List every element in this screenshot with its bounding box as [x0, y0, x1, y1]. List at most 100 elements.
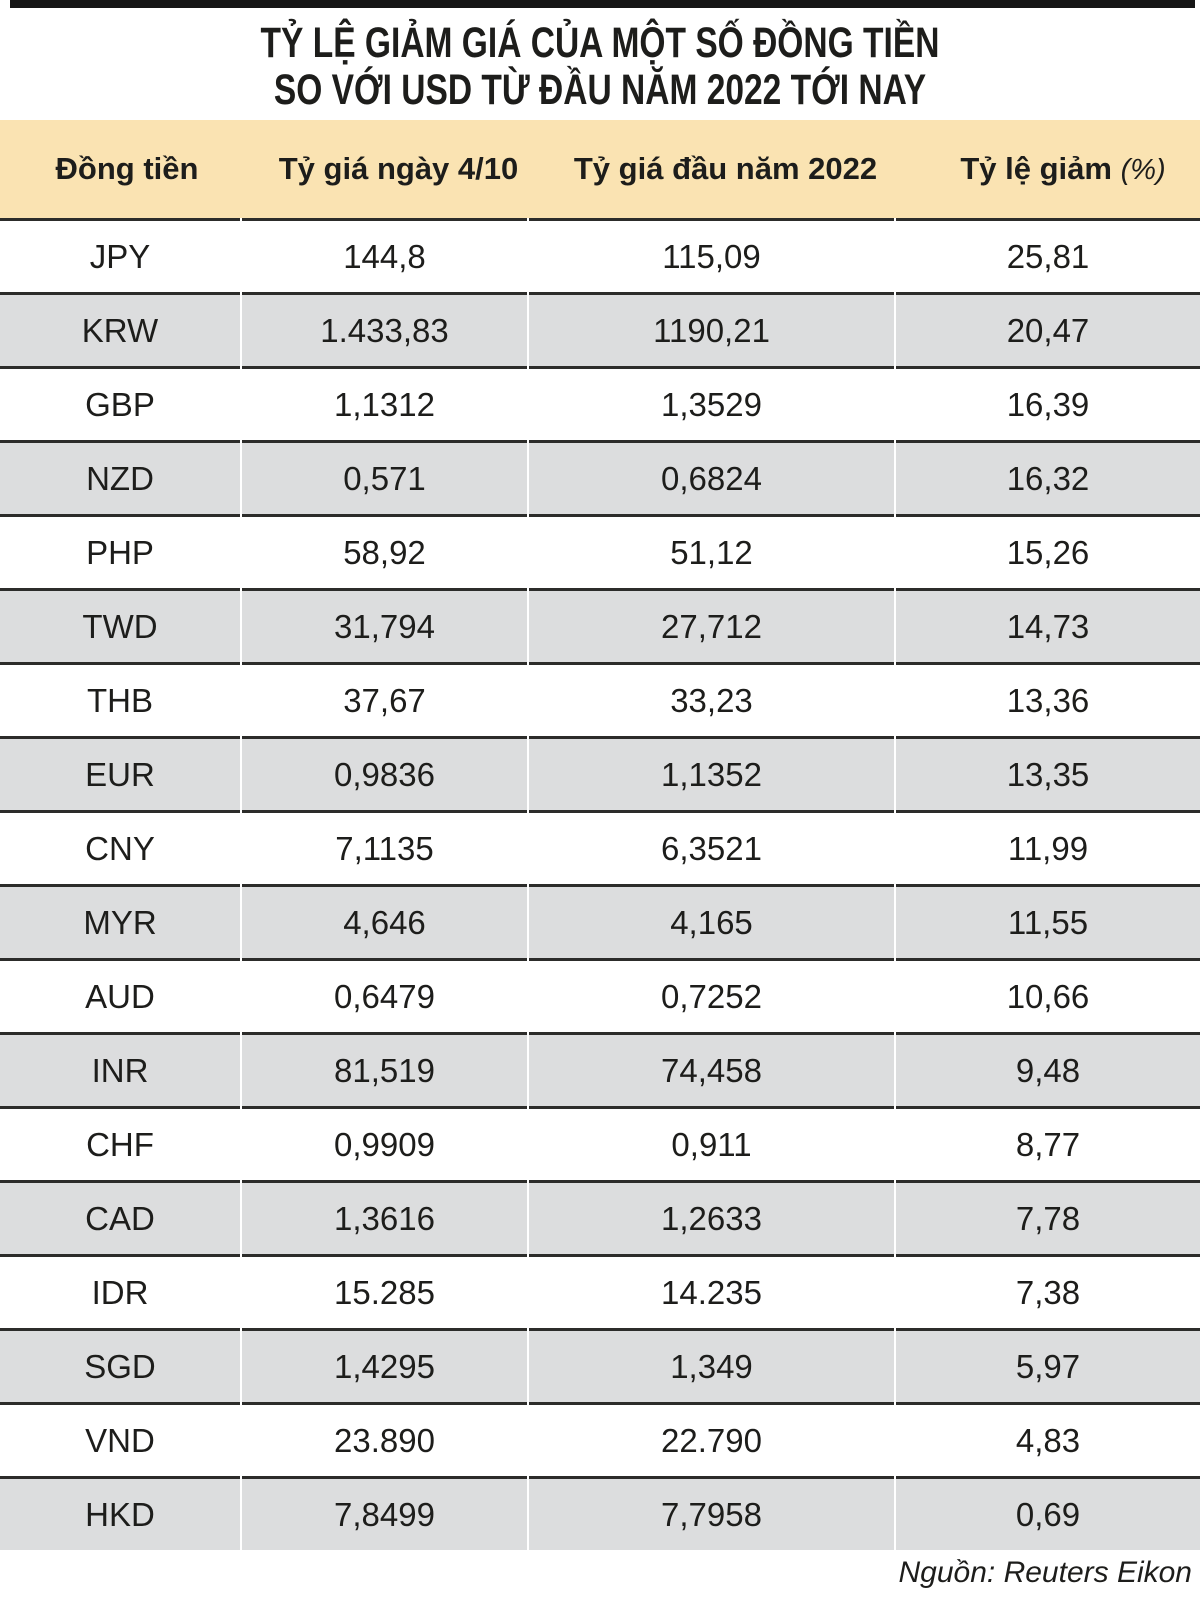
pct-decline-cell: 11,55 — [896, 884, 1200, 958]
pct-decline-cell: 13,35 — [896, 736, 1200, 810]
rate-start-2022-cell: 0,6824 — [529, 440, 894, 514]
table-body: JPY 144,8 115,09 25,81 KRW 1.433,83 1190… — [0, 218, 1200, 1550]
column-header-rate-oct4: Tỷ giá ngày 4/10 — [278, 151, 519, 186]
rate-start-2022-cell: 27,712 — [529, 588, 894, 662]
page-title: TỶ LỆ GIẢM GIÁ CỦA MỘT SỐ ĐỒNG TIỀN SO V… — [0, 0, 1200, 114]
rate-oct4-cell: 7,1135 — [242, 810, 527, 884]
page-title-line2: SO VỚI USD TỪ ĐẦU NĂM 2022 TỚI NAY — [273, 66, 927, 114]
pct-decline-cell: 15,26 — [896, 514, 1200, 588]
rate-start-2022-cell: 115,09 — [529, 218, 894, 292]
pct-decline-cell: 0,69 — [896, 1476, 1200, 1550]
table-row: CHF 0,9909 0,911 8,77 — [0, 1106, 1200, 1180]
pct-decline-cell: 25,81 — [896, 218, 1200, 292]
currency-code-cell: PHP — [0, 514, 240, 588]
currency-code-cell: HKD — [0, 1476, 240, 1550]
currency-code-cell: CHF — [0, 1106, 240, 1180]
currency-code-cell: CNY — [0, 810, 240, 884]
pct-decline-cell: 20,47 — [896, 292, 1200, 366]
rate-oct4-cell: 0,571 — [242, 440, 527, 514]
rate-start-2022-cell: 1,2633 — [529, 1180, 894, 1254]
currency-code-cell: KRW — [0, 292, 240, 366]
currency-code-cell: JPY — [0, 218, 240, 292]
rate-oct4-cell: 81,519 — [242, 1032, 527, 1106]
table-row: EUR 0,9836 1,1352 13,35 — [0, 736, 1200, 810]
rate-oct4-cell: 1,3616 — [242, 1180, 527, 1254]
currency-code-cell: INR — [0, 1032, 240, 1106]
rate-start-2022-cell: 33,23 — [529, 662, 894, 736]
currency-code-cell: VND — [0, 1402, 240, 1476]
rate-start-2022-cell: 1,3529 — [529, 366, 894, 440]
currency-code-cell: GBP — [0, 366, 240, 440]
currency-code-cell: CAD — [0, 1180, 240, 1254]
currency-code-cell: MYR — [0, 884, 240, 958]
rate-oct4-cell: 15.285 — [242, 1254, 527, 1328]
rate-start-2022-cell: 0,7252 — [529, 958, 894, 1032]
rate-start-2022-cell: 0,911 — [529, 1106, 894, 1180]
column-header-currency: Đồng tiền — [55, 151, 199, 186]
table-row: SGD 1,4295 1,349 5,97 — [0, 1328, 1200, 1402]
rate-start-2022-cell: 1,349 — [529, 1328, 894, 1402]
currency-code-cell: SGD — [0, 1328, 240, 1402]
rate-start-2022-cell: 1,1352 — [529, 736, 894, 810]
pct-decline-cell: 7,78 — [896, 1180, 1200, 1254]
rate-oct4-cell: 31,794 — [242, 588, 527, 662]
rate-oct4-cell: 0,6479 — [242, 958, 527, 1032]
rate-oct4-cell: 144,8 — [242, 218, 527, 292]
rate-oct4-cell: 1,4295 — [242, 1328, 527, 1402]
table-header-row: Đồng tiền Tỷ giá ngày 4/10 Tỷ giá đầu nă… — [0, 120, 1200, 218]
rate-oct4-cell: 37,67 — [242, 662, 527, 736]
pct-decline-cell: 10,66 — [896, 958, 1200, 1032]
rate-oct4-cell: 4,646 — [242, 884, 527, 958]
pct-decline-cell: 4,83 — [896, 1402, 1200, 1476]
rate-start-2022-cell: 22.790 — [529, 1402, 894, 1476]
table-row: PHP 58,92 51,12 15,26 — [0, 514, 1200, 588]
rate-oct4-cell: 0,9836 — [242, 736, 527, 810]
currency-code-cell: EUR — [0, 736, 240, 810]
currency-code-cell: NZD — [0, 440, 240, 514]
currency-code-cell: THB — [0, 662, 240, 736]
table-row: AUD 0,6479 0,7252 10,66 — [0, 958, 1200, 1032]
rate-oct4-cell: 23.890 — [242, 1402, 527, 1476]
rate-oct4-cell: 1,1312 — [242, 366, 527, 440]
table-row: IDR 15.285 14.235 7,38 — [0, 1254, 1200, 1328]
rate-oct4-cell: 58,92 — [242, 514, 527, 588]
table-row: HKD 7,8499 7,7958 0,69 — [0, 1476, 1200, 1550]
table-row: JPY 144,8 115,09 25,81 — [0, 218, 1200, 292]
table-row: CNY 7,1135 6,3521 11,99 — [0, 810, 1200, 884]
pct-decline-cell: 16,39 — [896, 366, 1200, 440]
pct-decline-cell: 5,97 — [896, 1328, 1200, 1402]
pct-decline-cell: 7,38 — [896, 1254, 1200, 1328]
source-credit: Nguồn: Reuters Eikon — [898, 1556, 1193, 1589]
pct-decline-cell: 8,77 — [896, 1106, 1200, 1180]
table-row: MYR 4,646 4,165 11,55 — [0, 884, 1200, 958]
table-row: TWD 31,794 27,712 14,73 — [0, 588, 1200, 662]
column-header-rate-start-2022: Tỷ giá đầu năm 2022 — [573, 151, 878, 186]
rate-start-2022-cell: 4,165 — [529, 884, 894, 958]
column-header-pct-decline: Tỷ lệ giảm (%) — [896, 151, 1200, 187]
table-row: NZD 0,571 0,6824 16,32 — [0, 440, 1200, 514]
pct-decline-unit: (%) — [1120, 154, 1166, 186]
table-row: VND 23.890 22.790 4,83 — [0, 1402, 1200, 1476]
pct-decline-cell: 14,73 — [896, 588, 1200, 662]
pct-decline-cell: 13,36 — [896, 662, 1200, 736]
rate-oct4-cell: 1.433,83 — [242, 292, 527, 366]
currency-code-cell: TWD — [0, 588, 240, 662]
pct-decline-cell: 9,48 — [896, 1032, 1200, 1106]
rate-start-2022-cell: 6,3521 — [529, 810, 894, 884]
rate-start-2022-cell: 1190,21 — [529, 292, 894, 366]
table-row: INR 81,519 74,458 9,48 — [0, 1032, 1200, 1106]
rate-start-2022-cell: 74,458 — [529, 1032, 894, 1106]
rate-start-2022-cell: 7,7958 — [529, 1476, 894, 1550]
rate-oct4-cell: 7,8499 — [242, 1476, 527, 1550]
rate-oct4-cell: 0,9909 — [242, 1106, 527, 1180]
page-title-line1: TỶ LỆ GIẢM GIÁ CỦA MỘT SỐ ĐỒNG TIỀN — [260, 19, 940, 67]
table-row: THB 37,67 33,23 13,36 — [0, 662, 1200, 736]
pct-decline-label: Tỷ lệ giảm — [960, 151, 1112, 186]
top-accent-bar — [10, 0, 1195, 8]
pct-decline-cell: 16,32 — [896, 440, 1200, 514]
table-row: CAD 1,3616 1,2633 7,78 — [0, 1180, 1200, 1254]
table-row: KRW 1.433,83 1190,21 20,47 — [0, 292, 1200, 366]
currency-code-cell: AUD — [0, 958, 240, 1032]
rate-start-2022-cell: 14.235 — [529, 1254, 894, 1328]
rate-start-2022-cell: 51,12 — [529, 514, 894, 588]
